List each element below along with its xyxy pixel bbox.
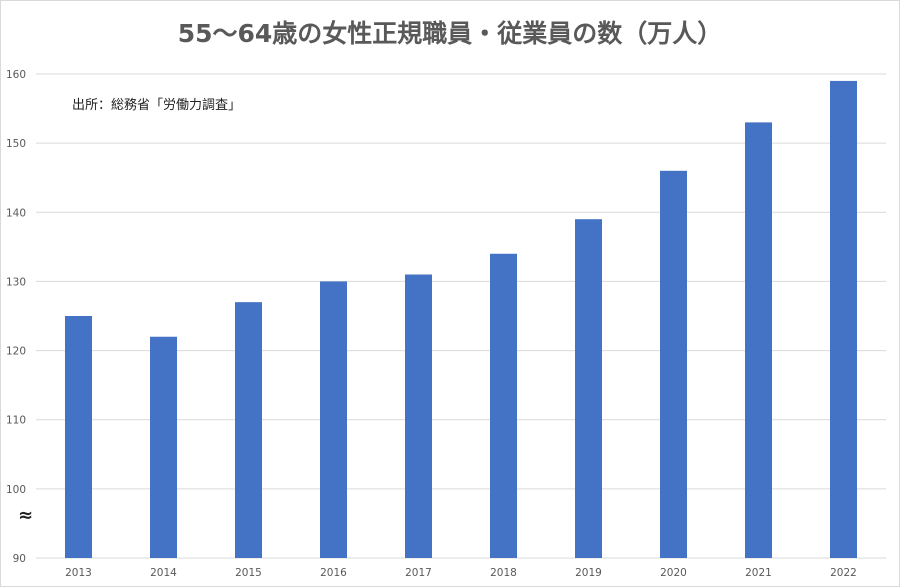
axis-break-mark: ≈ bbox=[18, 505, 34, 526]
bar-2013 bbox=[65, 316, 92, 558]
y-tick-label: 140 bbox=[6, 207, 26, 219]
x-tick-label: 2015 bbox=[235, 567, 262, 579]
bar-2014 bbox=[150, 336, 177, 558]
x-tick-label: 2021 bbox=[745, 567, 772, 579]
bar-2020 bbox=[660, 170, 687, 559]
source-annotation: 出所：総務省「労働力調査」 bbox=[72, 98, 242, 113]
y-tick-label: 130 bbox=[6, 276, 26, 288]
x-tick-label: 2014 bbox=[150, 567, 177, 579]
bar-2019 bbox=[575, 219, 602, 558]
y-tick-label: 100 bbox=[6, 484, 26, 496]
y-tick-label: 160 bbox=[6, 69, 26, 81]
x-axis-tick-labels: 2013 2014 2015 2016 2017 2018 2019 2020 2021 2022 bbox=[65, 567, 857, 579]
x-tick-label: 2018 bbox=[490, 567, 517, 579]
chart-title: 55～64歳の女性正規職員・従業員の数（万人） bbox=[177, 19, 723, 48]
bar-2016 bbox=[320, 281, 347, 558]
x-tick-label: 2017 bbox=[405, 567, 432, 579]
x-tick-label: 2020 bbox=[660, 567, 687, 579]
y-tick-label: 110 bbox=[6, 415, 26, 427]
y-tick-label: 150 bbox=[6, 138, 26, 150]
x-tick-label: 2022 bbox=[830, 567, 857, 579]
x-tick-label: 2019 bbox=[575, 567, 602, 579]
y-axis-tick-labels: 90 100 110 120 130 140 150 160 bbox=[6, 69, 26, 565]
x-tick-label: 2016 bbox=[320, 567, 347, 579]
bar-2021 bbox=[745, 122, 772, 559]
bar-2017 bbox=[405, 274, 432, 558]
bar-2015 bbox=[235, 302, 262, 558]
bar-2018 bbox=[490, 253, 517, 558]
y-tick-label: 90 bbox=[13, 553, 26, 565]
x-tick-label: 2013 bbox=[65, 567, 92, 579]
y-tick-label: 120 bbox=[6, 346, 26, 358]
bars bbox=[65, 80, 857, 559]
bar-2022 bbox=[830, 80, 857, 559]
grid-lines bbox=[36, 73, 886, 559]
